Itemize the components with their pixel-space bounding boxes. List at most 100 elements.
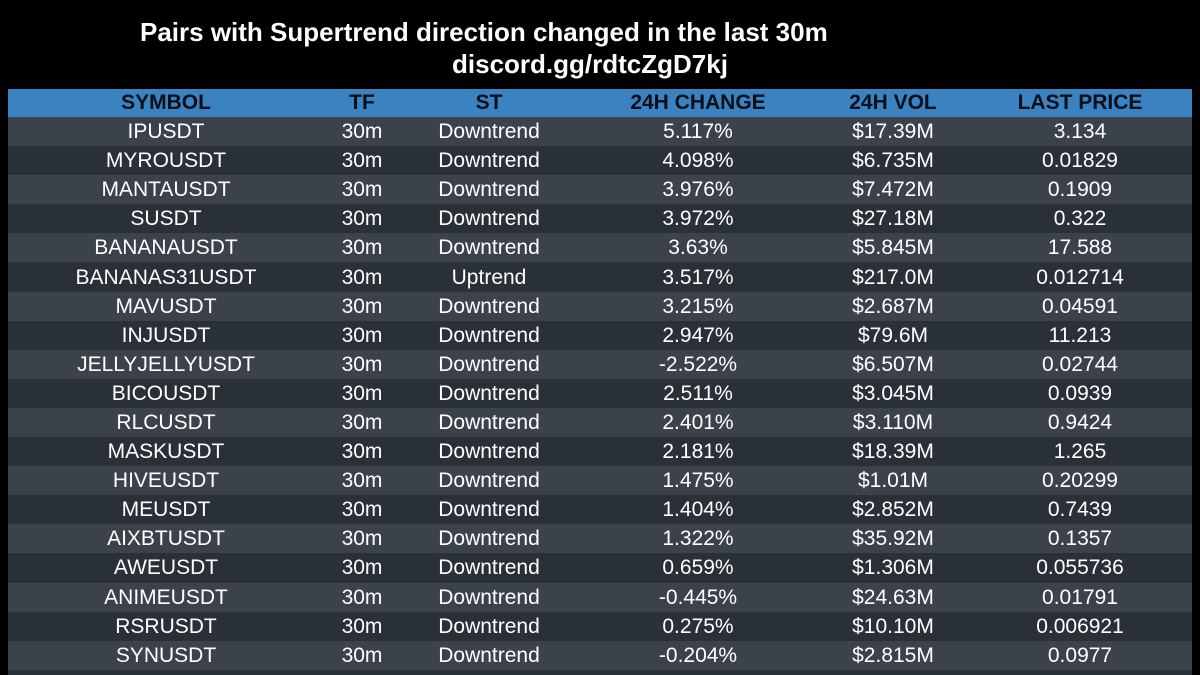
- cell-tf: 30m: [341, 614, 383, 638]
- cell-symbol: AWEUSDT: [113, 556, 219, 580]
- cell-st: Downtrend: [438, 498, 540, 522]
- table-row[interactable]: SUSDT 30m Downtrend 3.972% $27.18M 0.322: [8, 204, 1192, 234]
- cell-st: Downtrend: [438, 440, 540, 464]
- column-header-last-price[interactable]: LAST PRICE: [1017, 91, 1143, 114]
- cell-st: Downtrend: [438, 120, 540, 144]
- cell-24h-change: 2.511%: [663, 381, 733, 405]
- table-header-row: SYMBOL TF ST 24H CHANGE 24H VOL LAST PRI…: [8, 89, 1192, 117]
- cell-24h-change: 2.181%: [662, 440, 734, 464]
- cell-tf: 30m: [341, 207, 383, 231]
- cell-24h-vol: $5.845M: [852, 236, 934, 260]
- table-row[interactable]: AIXBTUSDT 30m Downtrend 1.322% $35.92M 0.1357: [8, 524, 1192, 554]
- cell-24h-change: 5.117%: [663, 120, 733, 144]
- cell-st: Downtrend: [438, 410, 540, 434]
- cell-last-price: 0.0977: [1047, 643, 1113, 667]
- cell-symbol: BANANAUSDT: [94, 236, 238, 260]
- table-row[interactable]: IPUSDT 30m Downtrend 5.117% $17.39M 3.134: [8, 117, 1192, 147]
- cell-symbol: MEUSDT: [121, 498, 211, 522]
- cell-24h-change: 2.401%: [662, 410, 734, 434]
- cell-tf: 30m: [341, 352, 383, 376]
- cell-symbol: JELLYJELLYUSDT: [77, 352, 255, 376]
- table-body: IPUSDT 30m Downtrend 5.117% $17.39M 3.134 MYRO…: [8, 117, 1192, 670]
- cell-last-price: 0.006921: [1036, 614, 1124, 638]
- table-row[interactable]: INJUSDT 30m Downtrend 2.947% $79.6M 11.213: [8, 320, 1192, 350]
- column-header-tf[interactable]: TF: [349, 91, 375, 114]
- cell-st: Downtrend: [438, 178, 540, 202]
- table-row[interactable]: BANANAS31USDT 30m Uptrend 3.517% $217.0M 0.01…: [8, 262, 1192, 292]
- cell-st: Downtrend: [438, 294, 540, 318]
- table-row[interactable]: JELLYJELLYUSDT 30m Downtrend -2.522% $6.507M…: [8, 349, 1192, 379]
- cell-tf: 30m: [341, 149, 383, 173]
- cell-last-price: 0.1909: [1047, 178, 1113, 202]
- cell-24h-vol: $35.92M: [852, 527, 934, 551]
- cell-24h-change: 2.947%: [662, 323, 734, 347]
- cell-last-price: 0.1357: [1047, 527, 1113, 551]
- cell-24h-change: 4.098%: [662, 149, 734, 173]
- cell-last-price: 0.9424: [1047, 410, 1113, 434]
- pairs-table-container: SYMBOL TF ST 24H CHANGE 24H VOL LAST PRI…: [8, 89, 1192, 675]
- cell-24h-vol: $10.10M: [852, 614, 934, 638]
- cell-24h-vol: $3.045M: [852, 381, 934, 405]
- column-header-24h-vol[interactable]: 24H VOL: [849, 91, 937, 114]
- table-row[interactable]: MAVUSDT 30m Downtrend 3.215% $2.687M 0.04591: [8, 291, 1192, 321]
- cell-tf: 30m: [341, 323, 383, 347]
- table-row[interactable]: HIVEUSDT 30m Downtrend 1.475% $1.01M 0.20299: [8, 466, 1192, 496]
- cell-tf: 30m: [341, 120, 383, 144]
- cell-st: Uptrend: [451, 265, 527, 289]
- cell-st: Downtrend: [438, 556, 540, 580]
- cell-st: Downtrend: [438, 643, 540, 667]
- cell-24h-vol: $1.01M: [857, 469, 929, 493]
- pairs-table: SYMBOL TF ST 24H CHANGE 24H VOL LAST PRI…: [8, 89, 1192, 670]
- cell-tf: 30m: [341, 643, 383, 667]
- column-header-24h-change[interactable]: 24H CHANGE: [630, 91, 766, 114]
- cell-24h-change: 3.976%: [662, 178, 734, 202]
- cell-symbol: BANANAS31USDT: [75, 265, 257, 289]
- cell-24h-vol: $17.39M: [852, 120, 934, 144]
- cell-24h-vol: $6.507M: [852, 352, 934, 376]
- cell-24h-change: 3.517%: [662, 265, 734, 289]
- cell-symbol: HIVEUSDT: [112, 469, 220, 493]
- cell-tf: 30m: [341, 527, 383, 551]
- cell-24h-change: 3.972%: [662, 207, 734, 231]
- table-row[interactable]: BANANAUSDT 30m Downtrend 3.63% $5.845M 17.588: [8, 233, 1192, 263]
- table-row[interactable]: MANTAUSDT 30m Downtrend 3.976% $7.472M 0.1909: [8, 175, 1192, 205]
- cell-24h-vol: $6.735M: [852, 149, 934, 173]
- cell-last-price: 3.134: [1053, 120, 1107, 144]
- table-row[interactable]: RLCUSDT 30m Downtrend 2.401% $3.110M 0.9424: [8, 407, 1192, 438]
- discord-link[interactable]: discord.gg/rdtcZgD7kj: [452, 49, 728, 79]
- cell-symbol: RLCUSDT: [116, 410, 216, 434]
- cell-last-price: 17.588: [1047, 236, 1113, 260]
- cell-symbol: MAVUSDT: [115, 294, 217, 318]
- table-row[interactable]: MYROUSDT 30m Downtrend 4.098% $6.735M 0.01829: [8, 146, 1192, 176]
- cell-24h-change: -0.204%: [658, 643, 738, 667]
- cell-24h-change: -2.522%: [658, 352, 738, 376]
- table-row[interactable]: RSRUSDT 30m Downtrend 0.275% $10.10M 0.006921: [8, 611, 1192, 641]
- cell-st: Downtrend: [438, 527, 540, 551]
- cell-st: Downtrend: [438, 614, 540, 638]
- cell-tf: 30m: [341, 556, 383, 580]
- table-row[interactable]: AWEUSDT 30m Downtrend 0.659% $1.306M 0.055736: [8, 553, 1192, 583]
- cell-24h-change: 0.659%: [662, 556, 734, 580]
- table-row[interactable]: ANIMEUSDT 30m Downtrend -0.445% $24.63M 0.017…: [8, 582, 1192, 612]
- cell-24h-change: 3.215%: [662, 294, 734, 318]
- column-header-st[interactable]: ST: [475, 91, 503, 114]
- cell-tf: 30m: [341, 498, 383, 522]
- cell-tf: 30m: [341, 469, 383, 493]
- cell-last-price: 0.01829: [1042, 149, 1118, 173]
- table-row[interactable]: SYNUSDT 30m Downtrend -0.204% $2.815M 0.0977: [8, 640, 1192, 670]
- cell-tf: 30m: [341, 236, 383, 260]
- cell-24h-vol: $2.815M: [852, 643, 934, 667]
- cell-tf: 30m: [341, 381, 383, 405]
- column-header-symbol[interactable]: SYMBOL: [121, 91, 211, 114]
- table-row[interactable]: MEUSDT 30m Downtrend 1.404% $2.852M 0.7439: [8, 495, 1192, 525]
- cell-24h-vol: $79.6M: [857, 323, 929, 347]
- table-row[interactable]: BICOUSDT 30m Downtrend 2.511% $3.045M 0.0939: [8, 378, 1192, 408]
- cell-last-price: 0.04591: [1042, 294, 1118, 318]
- cell-symbol: MANTAUSDT: [101, 178, 231, 202]
- cell-st: Downtrend: [438, 381, 540, 405]
- table-row[interactable]: MASKUSDT 30m Downtrend 2.181% $18.39M 1.265: [8, 437, 1192, 467]
- cell-24h-vol: $2.852M: [852, 498, 934, 522]
- cell-tf: 30m: [341, 440, 383, 464]
- cell-24h-vol: $24.63M: [852, 585, 934, 609]
- cell-last-price: 0.7439: [1047, 498, 1113, 522]
